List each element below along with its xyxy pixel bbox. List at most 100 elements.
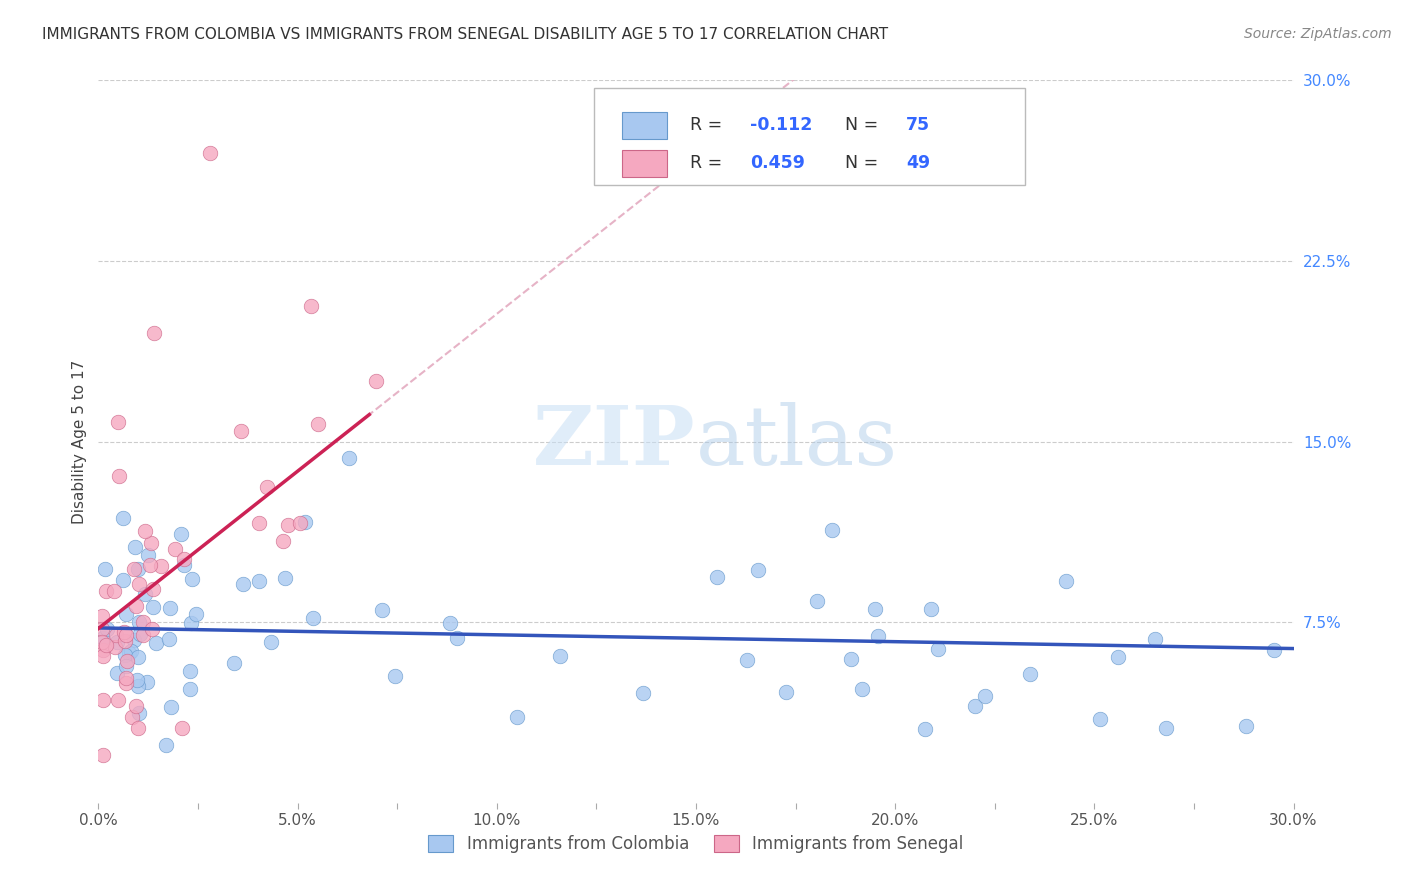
- Point: [124, 540, 146, 554]
- Point: [851, 681, 873, 696]
- Point: [128, 627, 150, 641]
- Point: [173, 552, 195, 566]
- Point: [294, 515, 316, 529]
- Point: [125, 698, 148, 713]
- Text: R =: R =: [690, 154, 728, 172]
- Point: [128, 576, 150, 591]
- Point: [198, 145, 221, 160]
- Point: [1154, 721, 1177, 735]
- Point: [91, 622, 114, 636]
- Point: [91, 692, 114, 706]
- Point: [747, 563, 769, 577]
- Point: [737, 653, 759, 667]
- Point: [91, 608, 114, 623]
- Point: [247, 516, 270, 530]
- Point: [139, 535, 162, 549]
- Point: [339, 451, 361, 466]
- Point: [94, 638, 117, 652]
- Point: [260, 634, 283, 648]
- Point: [301, 611, 323, 625]
- Point: [122, 633, 145, 648]
- Point: [132, 615, 155, 629]
- Text: R =: R =: [690, 117, 728, 135]
- Point: [963, 699, 986, 714]
- Point: [1019, 667, 1042, 681]
- Point: [91, 649, 114, 664]
- Point: [1143, 632, 1166, 646]
- Point: [165, 542, 187, 557]
- Point: [131, 628, 153, 642]
- Text: Source: ZipAtlas.com: Source: ZipAtlas.com: [1244, 27, 1392, 41]
- Point: [159, 700, 181, 714]
- Point: [775, 685, 797, 699]
- Point: [134, 587, 156, 601]
- Point: [91, 643, 114, 657]
- Point: [914, 723, 936, 737]
- Point: [105, 627, 128, 641]
- Point: [142, 582, 165, 596]
- Point: [439, 616, 461, 631]
- Point: [1056, 574, 1078, 589]
- Point: [114, 633, 136, 648]
- Point: [128, 615, 150, 629]
- FancyBboxPatch shape: [595, 87, 1025, 185]
- Point: [821, 523, 844, 537]
- Point: [170, 527, 193, 541]
- Point: [927, 642, 949, 657]
- Point: [91, 635, 114, 649]
- Point: [288, 516, 311, 530]
- Point: [806, 594, 828, 608]
- Point: [224, 656, 246, 670]
- Point: [232, 577, 254, 591]
- Text: N =: N =: [845, 154, 884, 172]
- Point: [307, 417, 329, 432]
- Bar: [621, 112, 668, 139]
- Point: [104, 640, 127, 654]
- Point: [1263, 643, 1285, 657]
- Point: [112, 625, 135, 640]
- Point: [121, 710, 143, 724]
- Point: [91, 747, 114, 762]
- Point: [127, 722, 149, 736]
- Point: [180, 615, 202, 630]
- Point: [184, 607, 207, 622]
- Point: [115, 628, 138, 642]
- Point: [114, 658, 136, 673]
- Point: [114, 675, 136, 690]
- Point: [96, 623, 118, 637]
- Point: [159, 601, 181, 615]
- Point: [103, 583, 125, 598]
- Point: [256, 480, 278, 494]
- Point: [141, 622, 163, 636]
- Point: [149, 559, 172, 574]
- Point: [172, 721, 194, 735]
- Point: [120, 644, 142, 658]
- Text: 0.459: 0.459: [749, 154, 804, 172]
- Point: [863, 602, 886, 616]
- Point: [124, 599, 146, 613]
- Point: [127, 649, 149, 664]
- Point: [550, 648, 572, 663]
- Point: [111, 511, 134, 525]
- Point: [271, 533, 294, 548]
- Point: [247, 574, 270, 589]
- Point: [136, 675, 159, 690]
- Point: [276, 518, 298, 533]
- Point: [179, 682, 201, 697]
- Point: [91, 631, 114, 645]
- Y-axis label: Disability Age 5 to 17: Disability Age 5 to 17: [72, 359, 87, 524]
- Legend: Immigrants from Colombia, Immigrants from Senegal: Immigrants from Colombia, Immigrants fro…: [422, 828, 970, 860]
- Point: [122, 562, 145, 576]
- Point: [839, 652, 862, 666]
- Point: [115, 654, 138, 668]
- Point: [143, 326, 166, 340]
- Text: 49: 49: [907, 154, 931, 172]
- Point: [173, 558, 195, 572]
- Point: [157, 632, 180, 646]
- Point: [920, 602, 942, 616]
- Point: [139, 558, 162, 573]
- Point: [94, 584, 117, 599]
- Point: [299, 299, 322, 313]
- Point: [179, 664, 201, 678]
- Point: [115, 607, 138, 621]
